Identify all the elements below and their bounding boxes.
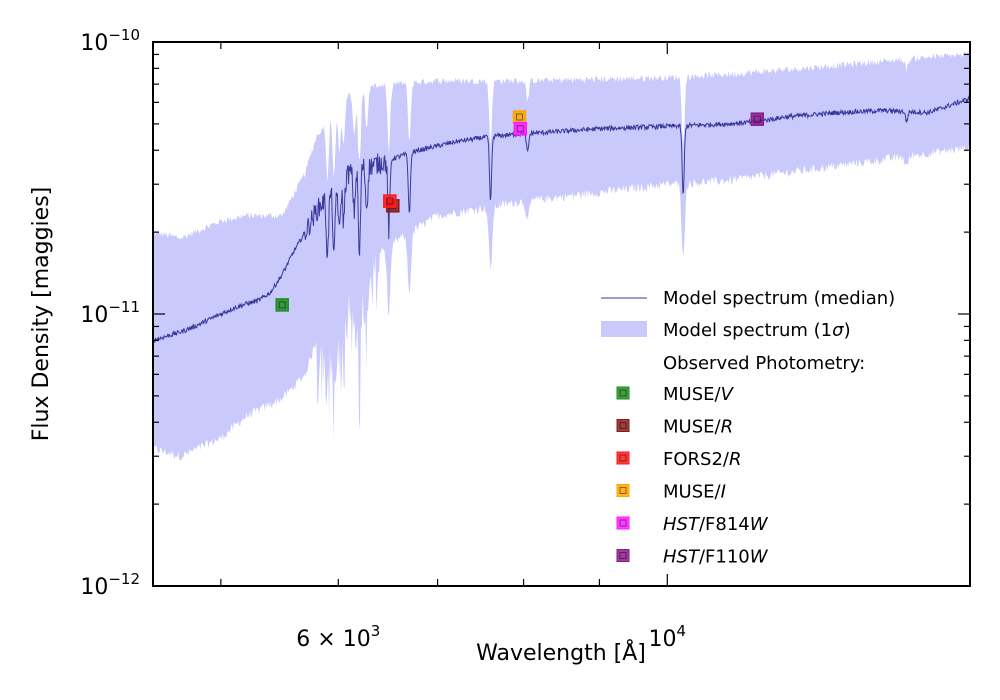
photometry-point-0 [275,298,289,312]
legend-photometry-header: Observed Photometry: [663,353,865,374]
x-axis-title: Wavelength [Å] [476,639,646,666]
x-tick-label-10000: 104 [649,622,687,652]
legend-photometry-swatch-inner-0 [619,389,627,397]
legend-photometry-label-3: MUSE/I [663,482,726,503]
legend-photometry-entries: MUSE/V MUSE/R FORS2/R MUSE/I HST/F814W HST/F1… [616,384,769,568]
model-median-line [153,95,970,343]
legend-photometry-swatch-inner-1 [619,422,627,429]
legend-photometry-swatch-5 [616,549,630,562]
x-tick-label-6000: 6 × 103 [296,622,380,652]
legend-photometry-swatch-inner-2 [619,454,627,462]
legend-photometry-label-1: MUSE/R [663,417,733,438]
legend-photometry-swatch-1 [616,419,630,432]
y-tick-label-1e-12: 10−12 [80,570,140,600]
photometry-markers [275,110,765,312]
photometry-point-inner-3 [516,113,523,121]
legend-photometry-label-5: HST/F110W [663,547,769,568]
photometry-point-inner-2 [386,197,394,205]
photometry-point-4 [513,121,528,136]
photometry-point-inner-5 [753,115,761,123]
legend-photometry-label-2: FORS2/R [663,449,742,470]
legend-photometry-swatch-4 [616,516,630,530]
band-layer [153,52,970,461]
legend-photometry-label-4: HST/F814W [663,514,769,535]
photometry-point-2 [383,194,397,208]
legend-photometry-label-0: MUSE/V [663,384,735,405]
legend-band-label: Model spectrum (1σ) [663,320,851,341]
model-band-1sigma [153,52,970,461]
photometry-point-5 [750,112,765,126]
photometry-point-3 [512,110,527,124]
legend-photometry-swatch-3 [616,484,630,497]
legend-photometry-swatch-inner-3 [619,487,627,494]
legend-photometry-swatch-2 [616,451,630,465]
photometry-point-inner-0 [278,301,286,309]
y-tick-label-1e-11: 10−11 [80,298,140,328]
legend-photometry-swatch-0 [616,386,630,400]
y-axis-title: Flux Density [maggies] [29,187,54,441]
legend-band-swatch [601,321,647,337]
legend-photometry-swatch-inner-4 [619,519,627,527]
axis-ticks [153,41,970,587]
legend-median-label: Model spectrum (median) [663,288,895,309]
photometry-point-inner-4 [516,125,524,133]
median-line-layer [153,95,970,343]
legend-photometry-swatch-inner-5 [619,552,627,559]
legend: Model spectrum (median) Model spectrum (… [601,288,895,568]
y-tick-label-1e-10: 10−10 [80,26,140,56]
